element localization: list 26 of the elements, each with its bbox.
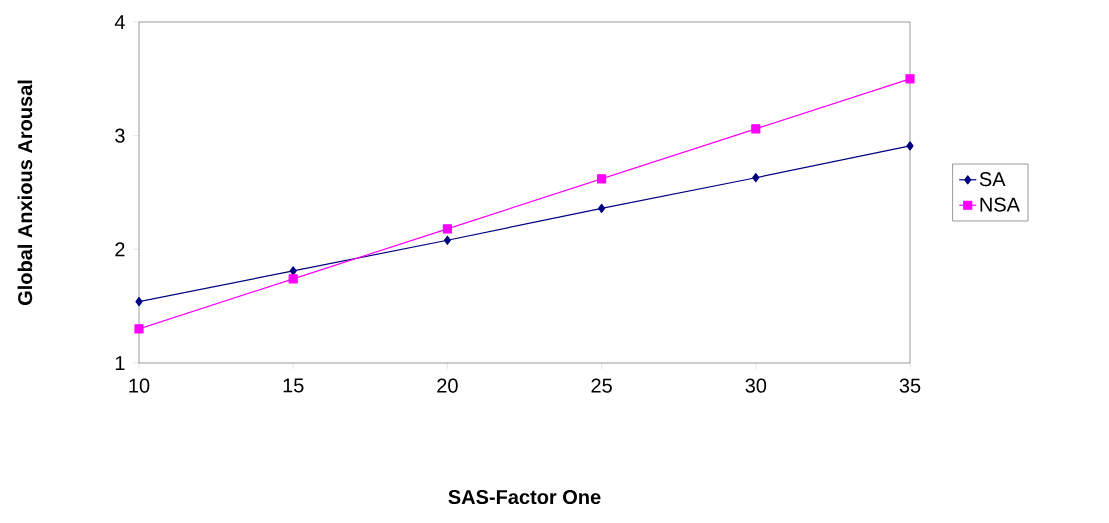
x-tick-label: 30: [745, 378, 767, 393]
y-tick-label: 4: [114, 15, 125, 29]
point: [289, 266, 297, 276]
x-tick-label: 35: [899, 378, 921, 393]
point: [135, 297, 143, 307]
point: [134, 324, 144, 334]
x-tick-label: 10: [129, 378, 150, 393]
point: [598, 203, 606, 214]
point: [597, 174, 607, 184]
point: [751, 124, 761, 134]
x-tick-label: 20: [437, 378, 458, 393]
y-tick-label: 1: [115, 356, 125, 370]
point: [905, 74, 915, 84]
x-axis-title: SAS-Factor One: [448, 489, 601, 505]
legend-label: NSA: [980, 197, 1020, 212]
legend-label: SA: [979, 172, 1006, 187]
point: [906, 141, 914, 151]
x-tick-label: 15: [283, 378, 304, 393]
point: [442, 224, 452, 234]
x-tick-label: 25: [591, 378, 612, 393]
point: [752, 173, 760, 183]
y-tick-label: 3: [115, 128, 125, 143]
y-axis-title: Global Anxious Arousal: [17, 80, 33, 306]
point: [443, 235, 451, 245]
y-tick-label: 2: [115, 242, 125, 257]
point: [288, 274, 298, 284]
